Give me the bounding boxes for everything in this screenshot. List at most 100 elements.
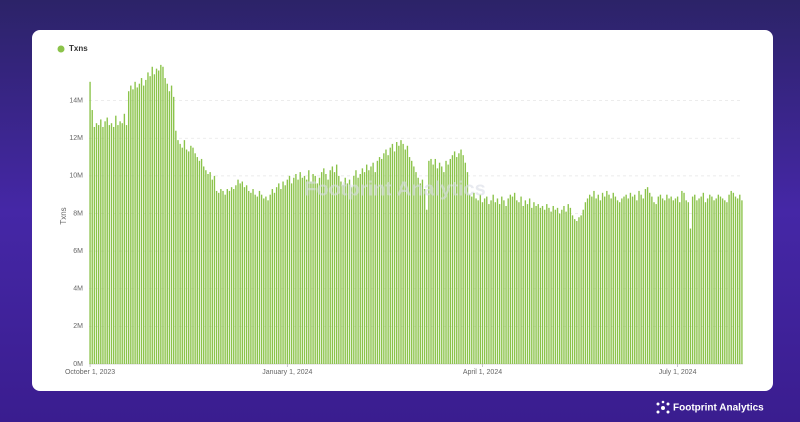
- bar: [421, 179, 424, 364]
- bar: [739, 194, 741, 364]
- bar: [436, 168, 439, 364]
- bar: [284, 185, 286, 364]
- bar: [503, 200, 505, 364]
- brand: Footprint Analytics: [673, 403, 764, 414]
- bar: [443, 172, 445, 364]
- bar: [464, 162, 467, 364]
- bar: [604, 196, 606, 364]
- bar: [140, 78, 143, 365]
- bar: [546, 204, 548, 364]
- bar: [361, 168, 364, 364]
- bar: [316, 183, 319, 364]
- bar: [588, 194, 591, 364]
- bar: [250, 192, 252, 364]
- bar: [651, 196, 653, 364]
- bar: [138, 83, 141, 364]
- bar: [582, 209, 584, 364]
- bar: [327, 179, 329, 364]
- bar: [265, 196, 267, 364]
- bar: [335, 164, 338, 364]
- bar: [374, 172, 376, 364]
- bar: [466, 172, 469, 364]
- bar: [612, 192, 614, 364]
- bar: [576, 221, 578, 364]
- bar: [595, 198, 597, 364]
- bar: [702, 192, 705, 364]
- bar: [383, 153, 385, 364]
- bar: [173, 96, 175, 365]
- bar: [378, 157, 381, 364]
- x-tick-label: October 1, 2023: [65, 369, 115, 376]
- bar: [125, 125, 128, 364]
- bar: [447, 164, 449, 364]
- bar: [713, 200, 715, 364]
- bar: [222, 190, 224, 364]
- y-tick-label: 0M: [73, 361, 83, 368]
- bar: [376, 160, 379, 364]
- bar: [471, 196, 473, 364]
- bar: [481, 202, 484, 364]
- bar: [492, 194, 494, 364]
- bar: [513, 192, 516, 364]
- bar: [625, 194, 627, 364]
- bar: [550, 211, 552, 364]
- bar: [108, 125, 111, 364]
- bar: [629, 192, 632, 364]
- bar: [282, 181, 284, 364]
- bar: [123, 113, 126, 364]
- bar: [496, 198, 499, 364]
- bar: [194, 153, 196, 364]
- bar: [475, 198, 477, 364]
- bar: [423, 189, 426, 364]
- bar: [230, 187, 233, 364]
- bar: [333, 172, 336, 364]
- bar: [578, 217, 580, 364]
- bar: [280, 189, 282, 364]
- bar: [535, 205, 537, 364]
- bar: [286, 179, 289, 364]
- bar: [357, 177, 359, 364]
- bar: [649, 192, 651, 364]
- bar: [696, 200, 698, 364]
- legend-label[interactable]: Txns: [69, 44, 88, 53]
- bar: [151, 66, 153, 364]
- bar: [428, 160, 430, 364]
- y-tick-label: 4M: [73, 286, 83, 293]
- bar: [608, 194, 610, 364]
- bar: [301, 177, 304, 364]
- bar: [520, 196, 522, 364]
- bar: [681, 190, 683, 364]
- bar: [638, 190, 640, 364]
- bar: [245, 185, 248, 364]
- bar: [561, 209, 563, 364]
- bar: [155, 68, 158, 365]
- y-tick-label: 10M: [69, 173, 83, 180]
- bar: [269, 194, 271, 364]
- bar: [644, 189, 647, 364]
- bar: [97, 125, 100, 364]
- bar: [391, 143, 394, 364]
- bar: [213, 175, 216, 364]
- bar: [372, 162, 374, 364]
- bar: [655, 204, 657, 364]
- bar: [275, 187, 278, 364]
- bar: [389, 147, 391, 364]
- bar: [198, 160, 201, 364]
- bar: [719, 196, 722, 364]
- bar: [438, 162, 441, 364]
- bar: [543, 209, 546, 364]
- bar: [494, 202, 497, 364]
- bar: [498, 204, 501, 364]
- bar: [179, 143, 181, 364]
- bar: [348, 179, 351, 364]
- bar: [346, 183, 349, 364]
- bar: [679, 202, 681, 364]
- bar: [621, 198, 623, 364]
- bar: [226, 189, 228, 364]
- bar: [518, 202, 520, 364]
- y-tick-label: 8M: [73, 210, 83, 217]
- bar: [102, 126, 104, 365]
- bar: [432, 164, 434, 364]
- bar: [548, 207, 550, 364]
- bar: [188, 151, 190, 364]
